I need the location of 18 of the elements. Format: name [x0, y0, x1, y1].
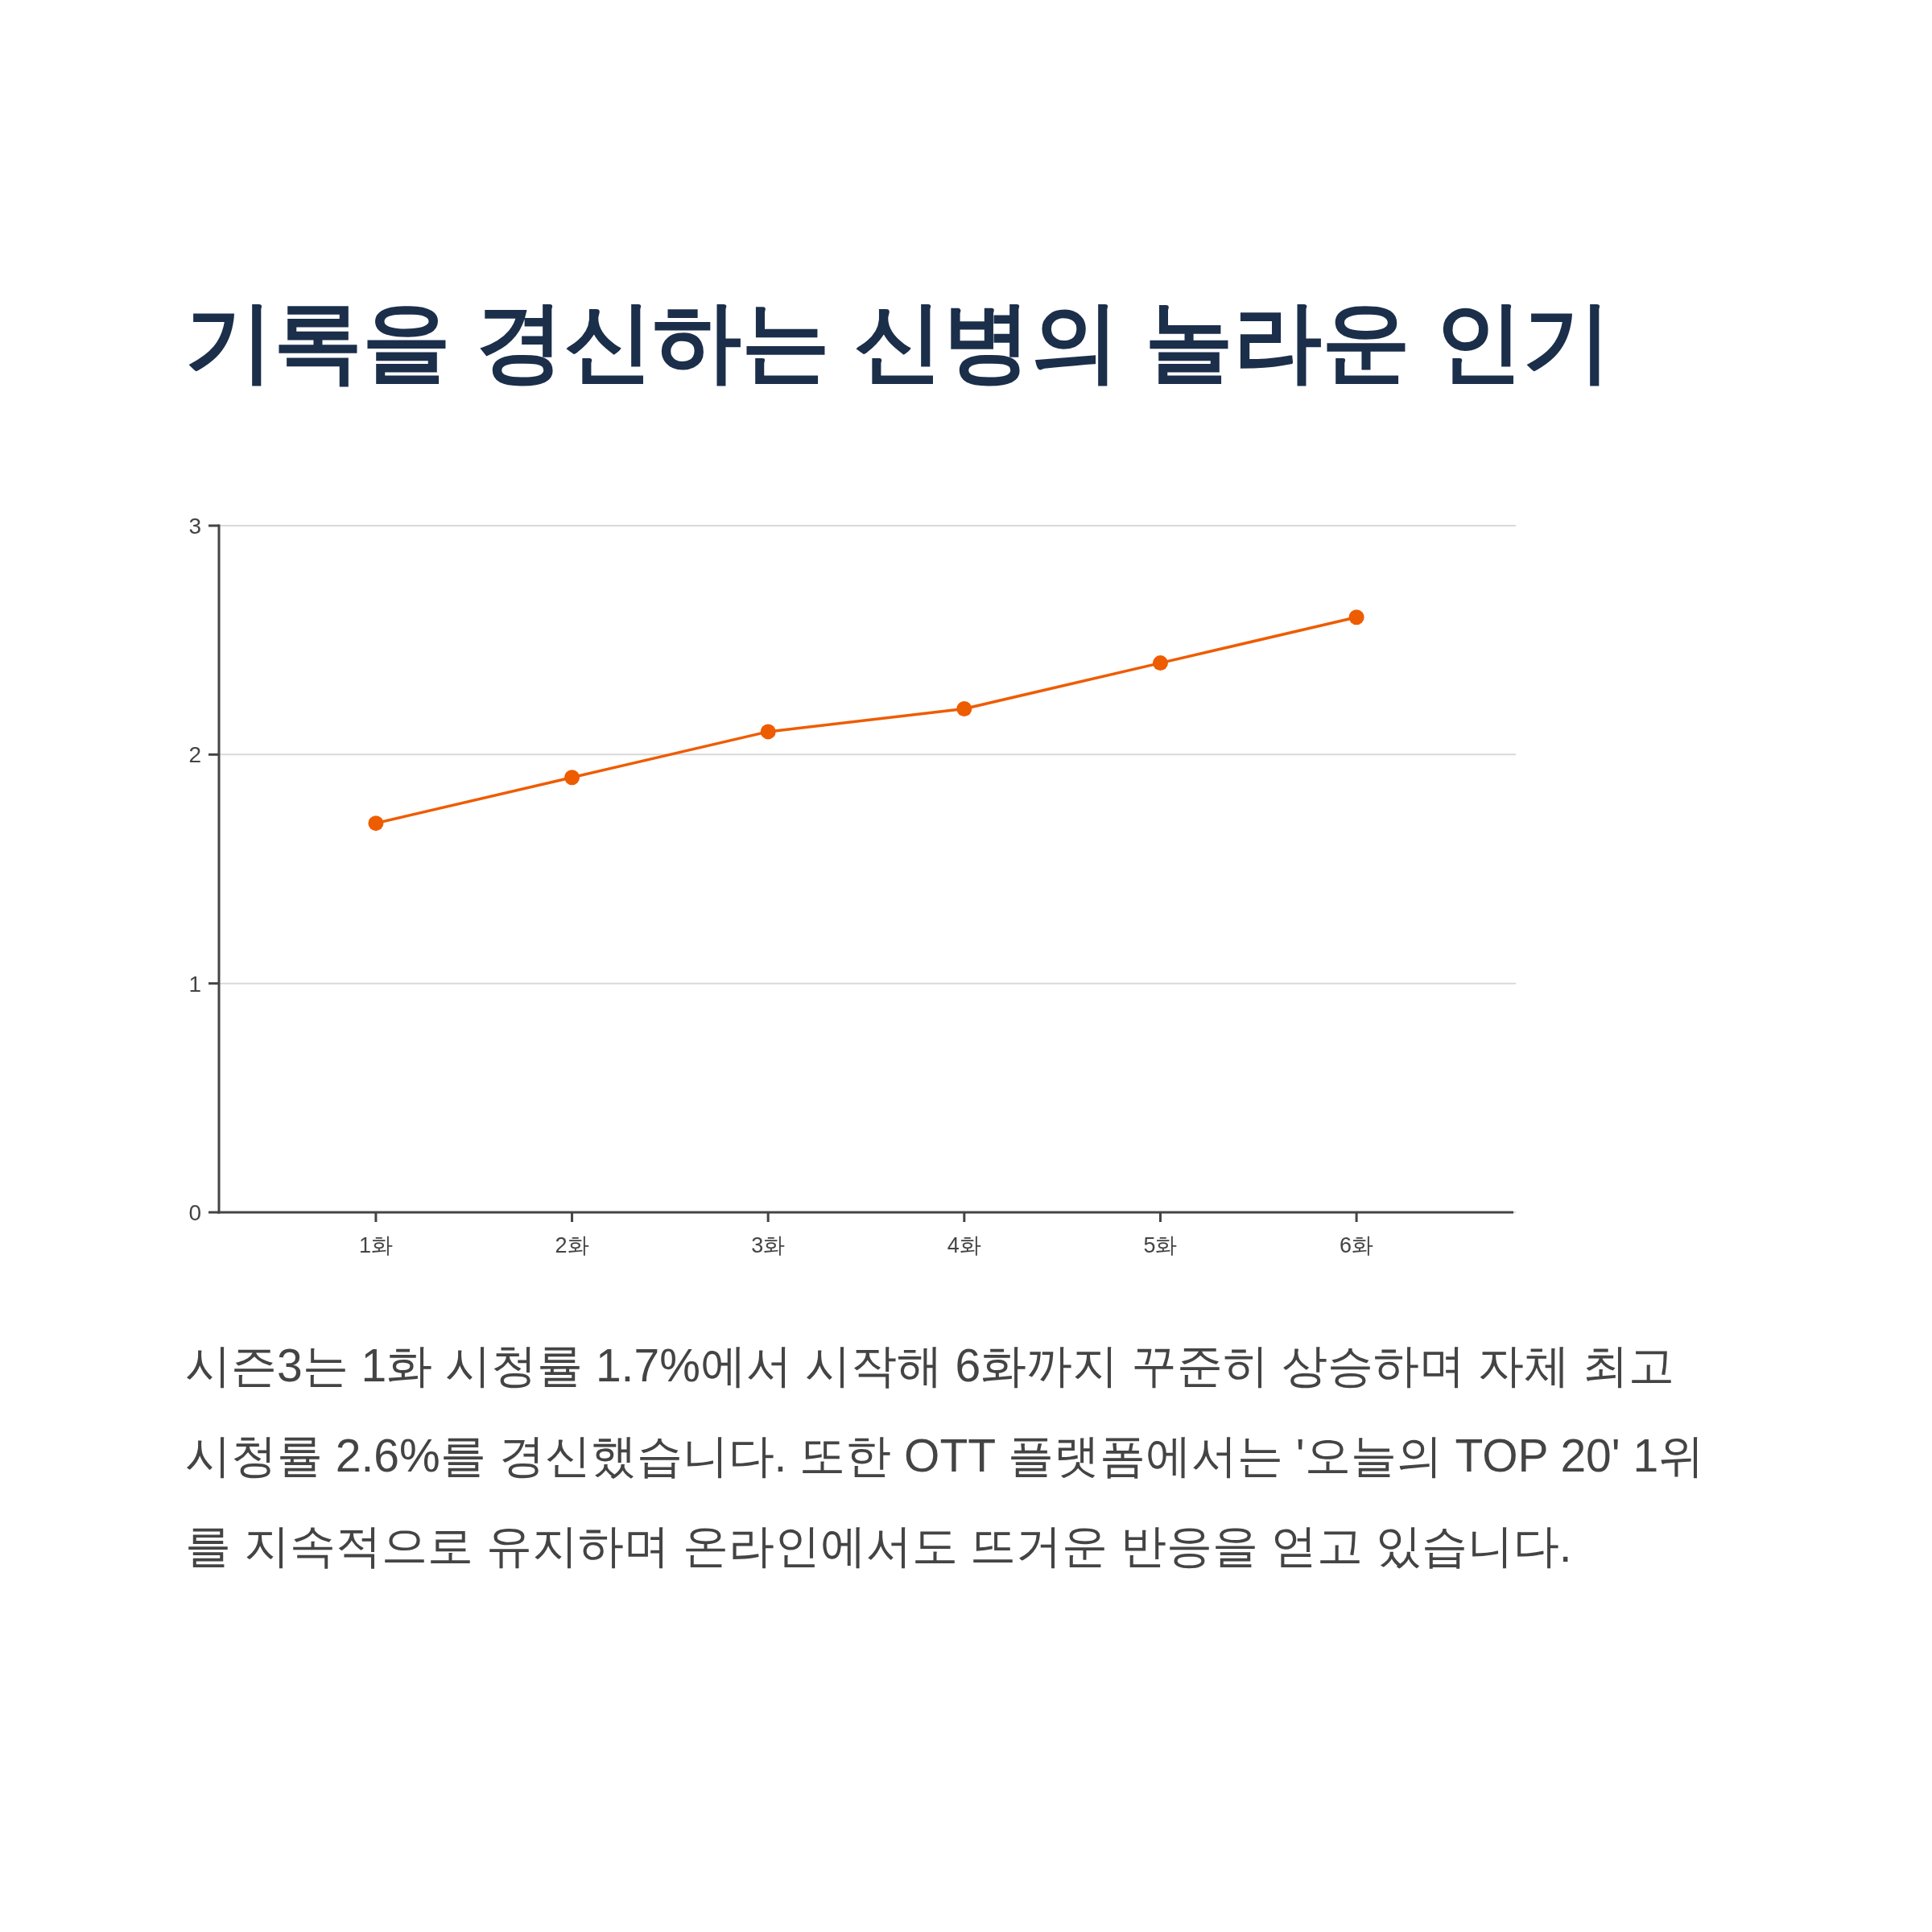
- x-tick-label: 6화: [1340, 1233, 1374, 1257]
- y-tick-label: 1: [188, 971, 201, 997]
- point: [1348, 609, 1364, 625]
- y-tick-label: 0: [188, 1200, 201, 1225]
- x-tick-label: 1화: [358, 1233, 393, 1257]
- y-tick-label: 3: [188, 514, 201, 539]
- point: [956, 700, 972, 716]
- y-tick-label: 2: [188, 742, 201, 768]
- x-tick-label: 2화: [555, 1233, 589, 1257]
- chart-title: 기록을 경신하는 신병의 놀라운 인기: [185, 291, 1612, 390]
- point: [760, 724, 776, 740]
- x-tick-label: 5화: [1143, 1233, 1178, 1257]
- point: [368, 815, 384, 832]
- point: [1152, 655, 1168, 671]
- x-tick-label: 4화: [947, 1233, 981, 1257]
- text: 시즌3는 1화 시청률 1.7%에서 시작해 6화까지 꾸준히 상승하며 자체 최고 시청률 2.6%를 경신했습니다. 또한 OTT 플랫폼에서는 '오늘의 TOP 20' 1위를 지속적으로 유지하며 온라인에서도 뜨거운 반응을 얻고 있습니다.: [185, 1340, 1705, 1571]
- point: [564, 770, 580, 786]
- x-tick-label: 3화: [751, 1233, 786, 1257]
